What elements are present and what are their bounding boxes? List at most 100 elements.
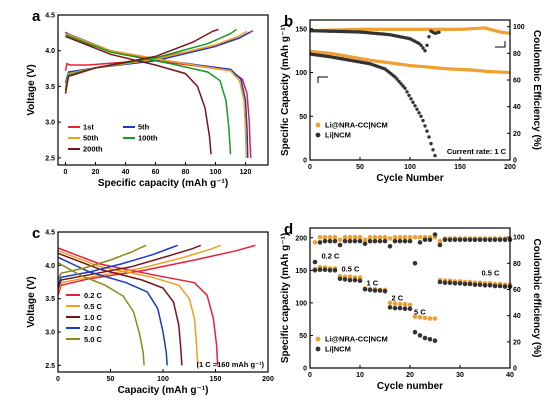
y-axis-label: Specific capacity (mAh g⁻¹) bbox=[280, 233, 291, 363]
data-point bbox=[437, 279, 443, 285]
legend-label: 5th bbox=[138, 123, 150, 132]
series-line bbox=[65, 35, 212, 155]
y-tick-label: 100 bbox=[295, 300, 307, 307]
data-point bbox=[393, 75, 397, 79]
y-tick-label: 3.0 bbox=[45, 330, 55, 337]
legend-label: Li@NRA-CC|NCM bbox=[325, 335, 388, 344]
data-point bbox=[431, 148, 435, 152]
data-point bbox=[342, 277, 348, 282]
x-tick-label: 200 bbox=[262, 376, 274, 383]
plot-frame bbox=[57, 14, 269, 166]
data-point bbox=[492, 237, 498, 243]
x-tick-label: 100 bbox=[157, 376, 169, 383]
rate-annotation: (1 C =160 mAh g⁻¹) bbox=[196, 360, 264, 369]
x-tick-label: 50 bbox=[107, 376, 115, 383]
y-tick-label: 150 bbox=[295, 268, 307, 275]
data-point bbox=[419, 114, 423, 119]
data-point bbox=[347, 238, 353, 244]
series-line bbox=[65, 32, 248, 158]
legend-label: 1.0 C bbox=[84, 313, 103, 322]
data-point bbox=[401, 84, 405, 88]
legend-marker bbox=[315, 122, 321, 128]
data-point bbox=[412, 234, 418, 240]
rate-label: 0.2 C bbox=[322, 252, 341, 261]
legend-label: 5.0 C bbox=[84, 335, 103, 344]
data-point bbox=[407, 306, 413, 312]
data-point bbox=[472, 237, 478, 243]
data-point bbox=[419, 43, 423, 47]
series-line bbox=[57, 262, 145, 366]
data-point bbox=[357, 275, 363, 280]
data-point bbox=[397, 305, 403, 311]
legend-label: Li|NCM bbox=[325, 345, 351, 354]
legend-label: 100th bbox=[138, 134, 158, 143]
data-point bbox=[317, 240, 323, 245]
data-point bbox=[427, 35, 431, 39]
y-tick-label: 150 bbox=[295, 26, 307, 33]
data-point bbox=[437, 238, 443, 244]
data-point bbox=[492, 283, 498, 289]
series-line bbox=[57, 252, 183, 366]
data-point bbox=[395, 77, 399, 81]
data-point bbox=[422, 315, 428, 321]
x-tick-label: 0 bbox=[308, 164, 312, 171]
series-line bbox=[57, 244, 147, 281]
data-point bbox=[427, 135, 431, 139]
legend-label: 0.2 C bbox=[84, 291, 103, 300]
data-point bbox=[409, 97, 413, 101]
y-tick-label: 4.5 bbox=[45, 230, 55, 237]
data-point bbox=[337, 276, 343, 282]
data-point bbox=[402, 238, 408, 244]
legend-label: 1st bbox=[83, 123, 94, 132]
data-point bbox=[457, 281, 463, 286]
data-point bbox=[417, 314, 423, 320]
data-point bbox=[437, 242, 443, 248]
data-point bbox=[377, 234, 383, 240]
data-point bbox=[342, 234, 348, 240]
panel-label: c bbox=[32, 225, 40, 242]
data-point bbox=[387, 244, 393, 249]
rate-label: 2 C bbox=[392, 293, 404, 302]
y2-tick-label: 40 bbox=[513, 313, 521, 320]
y-tick-label: 200 bbox=[295, 235, 307, 242]
legend-label: 200th bbox=[83, 145, 103, 154]
x-tick-label: 200 bbox=[504, 164, 516, 171]
data-point bbox=[467, 237, 473, 243]
x-axis-label: Cycle Number bbox=[376, 173, 443, 184]
y2-axis-label: Coulombic efficiency (%) bbox=[531, 239, 542, 358]
data-point bbox=[407, 93, 411, 98]
data-point bbox=[332, 234, 338, 240]
data-point bbox=[502, 284, 508, 289]
y-tick-label: 4.0 bbox=[45, 263, 55, 270]
x-tick-label: 100 bbox=[210, 169, 222, 176]
data-point bbox=[342, 238, 348, 244]
data-point bbox=[362, 237, 368, 243]
data-point bbox=[447, 237, 453, 243]
data-point bbox=[392, 301, 398, 306]
data-point bbox=[412, 314, 418, 319]
data-point bbox=[427, 337, 433, 342]
data-point bbox=[402, 234, 408, 240]
y2-tick-label: 100 bbox=[513, 24, 525, 31]
data-point bbox=[502, 237, 508, 243]
legend-label: 2.0 C bbox=[84, 324, 103, 333]
data-point bbox=[422, 237, 428, 243]
data-point bbox=[487, 237, 493, 243]
data-point bbox=[482, 283, 488, 288]
y-tick-label: 3.5 bbox=[45, 84, 55, 91]
data-point bbox=[347, 277, 353, 283]
y-tick-label: 0 bbox=[303, 366, 307, 373]
data-point bbox=[357, 238, 363, 244]
data-point bbox=[429, 141, 433, 146]
data-point bbox=[417, 333, 423, 338]
legend-marker bbox=[315, 336, 321, 342]
data-point bbox=[352, 238, 358, 244]
x-tick-label: 0 bbox=[56, 376, 60, 383]
y2-tick-label: 20 bbox=[513, 339, 521, 346]
data-point bbox=[382, 288, 388, 294]
x-tick-label: 100 bbox=[404, 164, 416, 171]
data-point bbox=[417, 111, 421, 115]
data-point bbox=[372, 234, 378, 240]
data-point bbox=[415, 107, 419, 112]
